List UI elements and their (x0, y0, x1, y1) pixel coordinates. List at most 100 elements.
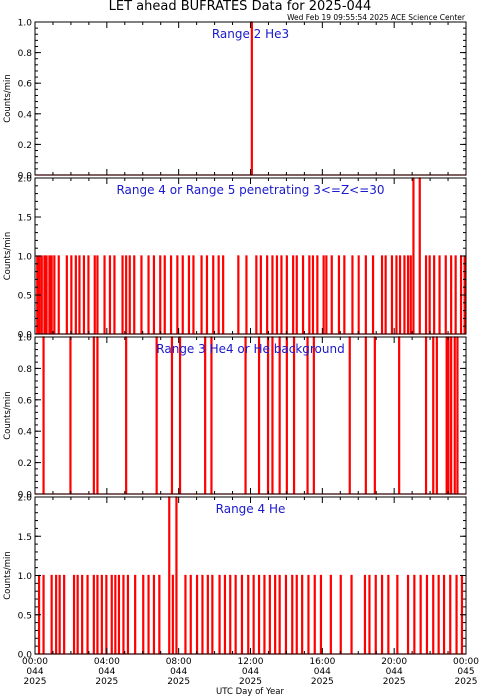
data-point (205, 255, 208, 257)
data-point (449, 574, 451, 577)
data-point (280, 255, 282, 257)
data-point (96, 574, 98, 577)
data-point (252, 574, 254, 577)
data-point (117, 574, 120, 577)
data-point (76, 574, 78, 577)
series-line (35, 21, 466, 176)
plot-frame (34, 177, 467, 335)
data-point (301, 574, 303, 577)
data-point (176, 255, 178, 257)
data-point (192, 255, 194, 257)
data-point (82, 255, 85, 257)
y-tick-label: 1.0 (18, 334, 33, 344)
data-point (78, 255, 80, 257)
data-point (311, 255, 314, 257)
data-point (65, 255, 67, 257)
data-point (295, 255, 297, 257)
data-point (170, 255, 172, 257)
data-point (413, 574, 415, 577)
data-point (147, 574, 149, 577)
data-point (407, 255, 409, 257)
data-point (122, 574, 124, 577)
data-point (357, 255, 359, 257)
figure-title: LET ahead BUFRATES Data for 2025-044 (109, 0, 372, 14)
data-point (432, 574, 434, 577)
data-point (222, 255, 224, 257)
x-tick-labels: 00:00044202504:00044202508:00044202512:0… (22, 657, 479, 687)
data-point (444, 255, 446, 257)
plot-frame (34, 21, 467, 176)
panel-title: Range 4 or Range 5 penetrating 3<=Z<=30 (116, 183, 384, 197)
data-point (50, 574, 52, 577)
x-tick-label: 16:00 (309, 657, 335, 667)
y-tick-label: 0.0 (18, 651, 33, 661)
x-tick-label: 2025 (455, 677, 478, 687)
x-tick-label: 12:00 (238, 657, 264, 667)
data-point (184, 574, 186, 577)
data-point (428, 255, 430, 257)
data-point (258, 574, 260, 577)
data-point (70, 255, 72, 257)
data-point (319, 574, 322, 577)
data-point (55, 574, 57, 577)
data-point (271, 255, 273, 257)
y-tick-label: 1.0 (18, 19, 33, 29)
data-point (86, 574, 88, 577)
data-point (147, 255, 149, 257)
data-point (114, 574, 116, 577)
x-tick-label: 2025 (239, 677, 262, 687)
data-point (159, 255, 161, 257)
y-tick-label: 0.2 (18, 459, 32, 469)
data-point (443, 574, 445, 577)
data-point (58, 574, 60, 577)
x-tick-label: 045 (457, 667, 474, 677)
data-point (152, 574, 155, 577)
data-point (396, 574, 398, 577)
data-point (284, 574, 287, 577)
x-tick-label: 2025 (311, 677, 334, 687)
data-point (339, 574, 341, 577)
data-point (390, 255, 393, 257)
data-point (330, 255, 332, 257)
data-point (42, 574, 44, 577)
data-point (363, 574, 366, 577)
data-point (181, 255, 183, 257)
data-point (187, 255, 190, 257)
data-point (247, 574, 249, 577)
data-point (419, 574, 421, 577)
data-point (437, 574, 439, 577)
x-tick-label: 20:00 (381, 657, 407, 667)
data-point (374, 574, 376, 577)
y-tick-label: 0.2 (18, 141, 32, 151)
data-point (350, 574, 352, 577)
data-point (454, 255, 456, 257)
data-point (200, 255, 202, 257)
x-tick-label: 2025 (167, 677, 190, 687)
y-tick-label: 1.0 (18, 572, 33, 582)
plot-frame (34, 336, 467, 495)
timestamp: Wed Feb 19 09:55:54 2025 ACE Science Cen… (287, 13, 466, 22)
data-point (74, 255, 76, 257)
y-tick-label: 0.5 (18, 292, 32, 302)
data-point (302, 255, 304, 257)
panel-4: 0.0 0.5 1.0 1.5 2.0 Counts/min Range 4 He (3, 494, 467, 661)
x-tick-label: 044 (386, 667, 403, 677)
data-point (125, 255, 127, 257)
data-point (425, 255, 427, 257)
data-point (63, 574, 65, 577)
data-point (263, 574, 265, 577)
y-tick-label: 0.6 (18, 80, 33, 90)
data-point (218, 574, 220, 577)
data-point (234, 574, 236, 577)
y-tick-label: 0.6 (18, 396, 33, 406)
y-tick-label: 1.5 (18, 214, 32, 224)
x-tick-label: 2025 (383, 677, 406, 687)
data-point (96, 255, 98, 257)
data-point (351, 255, 353, 257)
y-tick-label: 1.5 (18, 533, 32, 543)
data-point (142, 574, 144, 577)
x-tick-label: 08:00 (166, 657, 192, 667)
data-point (103, 255, 105, 257)
data-point (433, 255, 435, 257)
y-tick-label: 0.0 (18, 172, 33, 182)
